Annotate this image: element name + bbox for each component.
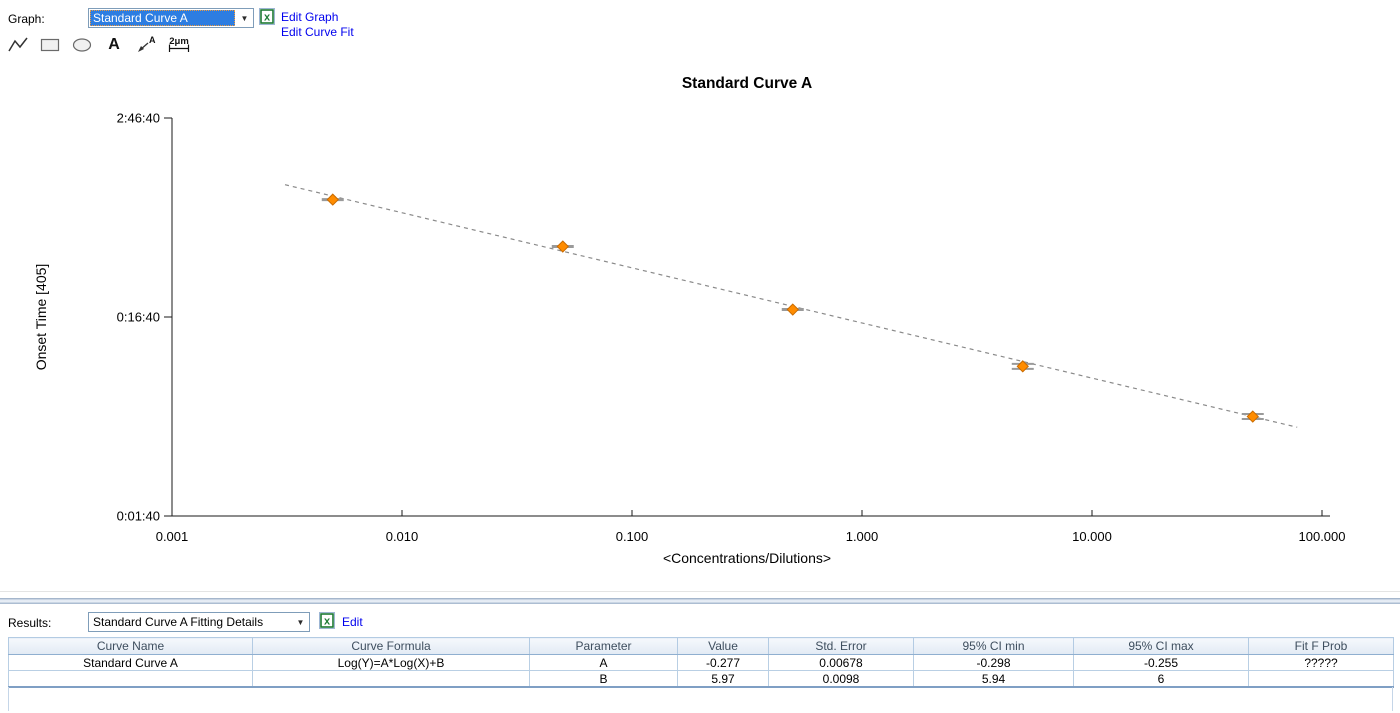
data-point-marker[interactable] (556, 240, 569, 253)
column-header: Curve Name (8, 637, 253, 655)
y-tick-label: 0:16:40 (117, 310, 160, 325)
column-header: 95% CI max (1073, 637, 1249, 655)
table-footer-frame (8, 687, 1393, 711)
column-header: Std. Error (768, 637, 914, 655)
edit-curve-fit-link[interactable]: Edit Curve Fit (281, 25, 354, 39)
table-cell: Log(Y)=A*Log(X)+B (252, 654, 530, 671)
polyline-tool-icon[interactable] (6, 34, 30, 56)
data-point-marker[interactable] (1016, 360, 1029, 373)
curve-fitting-table: Curve Name Curve Formula Parameter Value Std… (8, 637, 1394, 688)
arrow-label-tool-icon[interactable]: A (134, 34, 158, 56)
edit-graph-link[interactable]: Edit Graph (281, 10, 339, 24)
text-tool-icon[interactable]: A (108, 36, 120, 53)
table-cell: 6 (1073, 670, 1249, 688)
scale-bar-tool-icon[interactable]: 2μm (166, 34, 190, 56)
table-cell: 0.0098 (768, 670, 914, 688)
graph-label: Graph: (8, 12, 45, 26)
drawing-toolbar: A A 2μm (6, 33, 190, 57)
graph-dropdown-value: Standard Curve A (90, 10, 235, 26)
graph-selector-bar: Graph: Standard Curve A ▼ x Edit Graph E… (0, 0, 1400, 39)
results-dropdown-value: Standard Curve A Fitting Details (93, 615, 264, 629)
x-tick-label: 0.010 (386, 529, 419, 544)
svg-text:A: A (149, 35, 156, 45)
svg-text:x: x (324, 616, 331, 628)
x-tick-label: 10.000 (1072, 529, 1112, 544)
data-point-marker[interactable] (786, 303, 799, 316)
y-axis-label: Onset Time [405] (33, 264, 49, 371)
scale-bar-glyph: 2μm (169, 36, 189, 47)
table-cell: Standard Curve A (8, 654, 253, 671)
x-tick-label: 0.001 (156, 529, 189, 544)
y-tick-label: 2:46:40 (117, 111, 160, 126)
column-header: 95% CI min (913, 637, 1074, 655)
table-row: Standard Curve A Log(Y)=A*Log(X)+B A -0.277… (8, 654, 1394, 671)
table-row: B 5.97 0.0098 5.94 6 (8, 670, 1394, 688)
results-dropdown[interactable]: Standard Curve A Fitting Details ▼ (88, 612, 310, 632)
excel-export-icon[interactable]: x (258, 7, 277, 26)
x-axis-label: <Concentrations/Dilutions> (663, 550, 831, 566)
x-tick-label: 1.000 (846, 529, 879, 544)
standard-curve-chart: Standard Curve A Onset Time [405] <Concent… (33, 75, 1346, 566)
ellipse-tool-icon[interactable] (70, 34, 94, 56)
splitter-bar[interactable] (0, 598, 1400, 604)
data-point-marker[interactable] (1246, 410, 1259, 423)
x-tick-label: 0.100 (616, 529, 649, 544)
column-header: Parameter (529, 637, 678, 655)
table-cell: 5.94 (913, 670, 1074, 688)
y-tick-label: 0:01:40 (117, 509, 160, 524)
table-header-row: Curve Name Curve Formula Parameter Value Std… (8, 637, 1394, 655)
data-point-marker[interactable] (326, 193, 339, 206)
graph-dropdown[interactable]: Standard Curve A ▼ (88, 8, 254, 28)
chart-panel-bottom-border (0, 591, 1400, 592)
x-tick-label: 100.000 (1299, 529, 1346, 544)
table-cell: B (529, 670, 678, 688)
chevron-down-icon[interactable]: ▼ (292, 613, 309, 631)
rectangle-tool-icon[interactable] (38, 34, 62, 56)
edit-results-link[interactable]: Edit (342, 615, 363, 629)
table-cell (8, 670, 253, 688)
svg-text:x: x (264, 12, 271, 24)
table-cell (1248, 670, 1394, 688)
chevron-down-icon[interactable]: ▼ (236, 9, 253, 27)
table-cell: -0.298 (913, 654, 1074, 671)
column-header: Value (677, 637, 769, 655)
results-label: Results: (8, 616, 52, 630)
results-selector-bar: Results: Standard Curve A Fitting Detail… (0, 606, 1400, 636)
table-cell: 0.00678 (768, 654, 914, 671)
column-header: Fit F Prob (1248, 637, 1394, 655)
table-cell: -0.277 (677, 654, 769, 671)
excel-export-icon[interactable]: x (318, 611, 337, 630)
table-cell: -0.255 (1073, 654, 1249, 671)
table-cell (252, 670, 530, 688)
column-header: Curve Formula (252, 637, 530, 655)
table-cell: ????? (1248, 654, 1394, 671)
table-cell: 5.97 (677, 670, 769, 688)
table-cell: A (529, 654, 678, 671)
chart-title: Standard Curve A (682, 75, 812, 92)
